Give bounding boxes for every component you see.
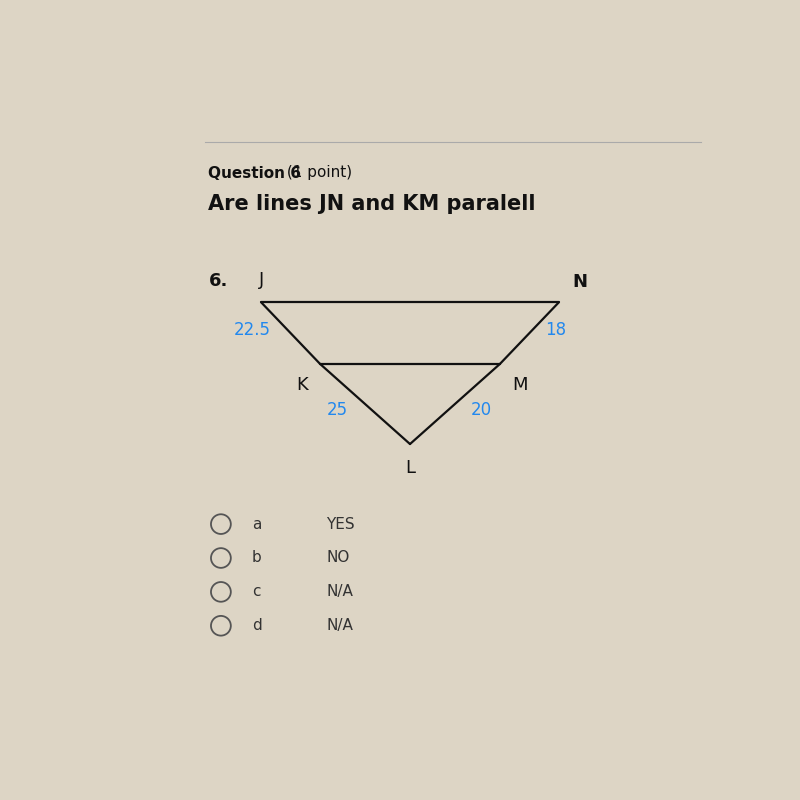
Text: 25: 25 xyxy=(327,401,348,419)
Text: 18: 18 xyxy=(545,321,566,339)
Text: 22.5: 22.5 xyxy=(234,321,270,339)
Text: b: b xyxy=(252,550,262,566)
Text: c: c xyxy=(252,584,260,599)
Text: N/A: N/A xyxy=(326,584,353,599)
Text: a: a xyxy=(252,517,262,532)
Text: K: K xyxy=(296,376,308,394)
Text: (1 point): (1 point) xyxy=(282,166,352,181)
Text: Question 6: Question 6 xyxy=(209,166,302,181)
Text: Are lines JN and KM paralell: Are lines JN and KM paralell xyxy=(209,194,536,214)
Text: 6.: 6. xyxy=(209,272,228,290)
Text: N: N xyxy=(573,274,587,291)
Text: 20: 20 xyxy=(470,401,492,419)
Text: N/A: N/A xyxy=(326,618,353,634)
Text: NO: NO xyxy=(326,550,350,566)
Text: L: L xyxy=(405,459,415,478)
Text: d: d xyxy=(252,618,262,634)
Text: M: M xyxy=(512,376,528,394)
Text: J: J xyxy=(258,271,264,289)
Text: YES: YES xyxy=(326,517,355,532)
